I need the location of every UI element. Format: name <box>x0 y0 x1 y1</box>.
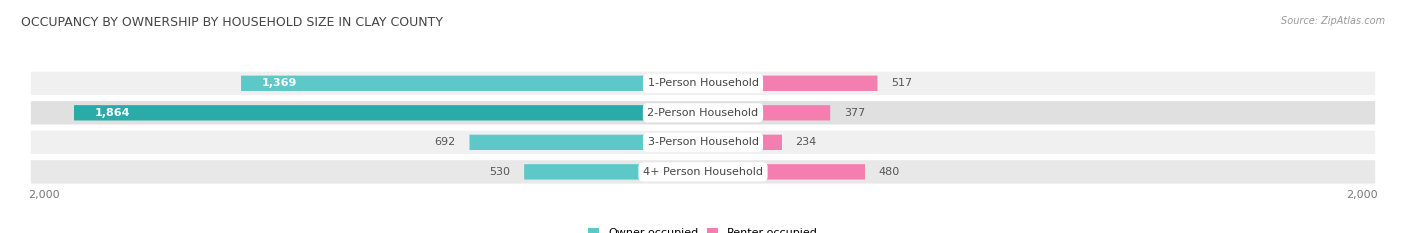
FancyBboxPatch shape <box>703 105 830 120</box>
FancyBboxPatch shape <box>703 75 877 91</box>
Text: 480: 480 <box>879 167 900 177</box>
FancyBboxPatch shape <box>524 164 703 180</box>
Text: 377: 377 <box>844 108 865 118</box>
Text: 1,369: 1,369 <box>262 78 297 88</box>
Legend: Owner-occupied, Renter-occupied: Owner-occupied, Renter-occupied <box>588 228 818 233</box>
FancyBboxPatch shape <box>240 75 703 91</box>
FancyBboxPatch shape <box>470 135 703 150</box>
FancyBboxPatch shape <box>703 135 782 150</box>
FancyBboxPatch shape <box>30 71 1376 96</box>
Text: 517: 517 <box>891 78 912 88</box>
Text: 1-Person Household: 1-Person Household <box>648 78 758 88</box>
Text: 1,864: 1,864 <box>94 108 129 118</box>
FancyBboxPatch shape <box>30 100 1376 126</box>
Text: Source: ZipAtlas.com: Source: ZipAtlas.com <box>1281 16 1385 26</box>
Text: 3-Person Household: 3-Person Household <box>648 137 758 147</box>
Text: 692: 692 <box>434 137 456 147</box>
FancyBboxPatch shape <box>75 105 703 120</box>
Text: 234: 234 <box>796 137 817 147</box>
FancyBboxPatch shape <box>30 130 1376 155</box>
Text: OCCUPANCY BY OWNERSHIP BY HOUSEHOLD SIZE IN CLAY COUNTY: OCCUPANCY BY OWNERSHIP BY HOUSEHOLD SIZE… <box>21 16 443 29</box>
Text: 530: 530 <box>489 167 510 177</box>
Text: 2,000: 2,000 <box>1347 190 1378 200</box>
Text: 4+ Person Household: 4+ Person Household <box>643 167 763 177</box>
FancyBboxPatch shape <box>703 164 865 180</box>
FancyBboxPatch shape <box>30 159 1376 185</box>
Text: 2,000: 2,000 <box>28 190 59 200</box>
Text: 2-Person Household: 2-Person Household <box>647 108 759 118</box>
